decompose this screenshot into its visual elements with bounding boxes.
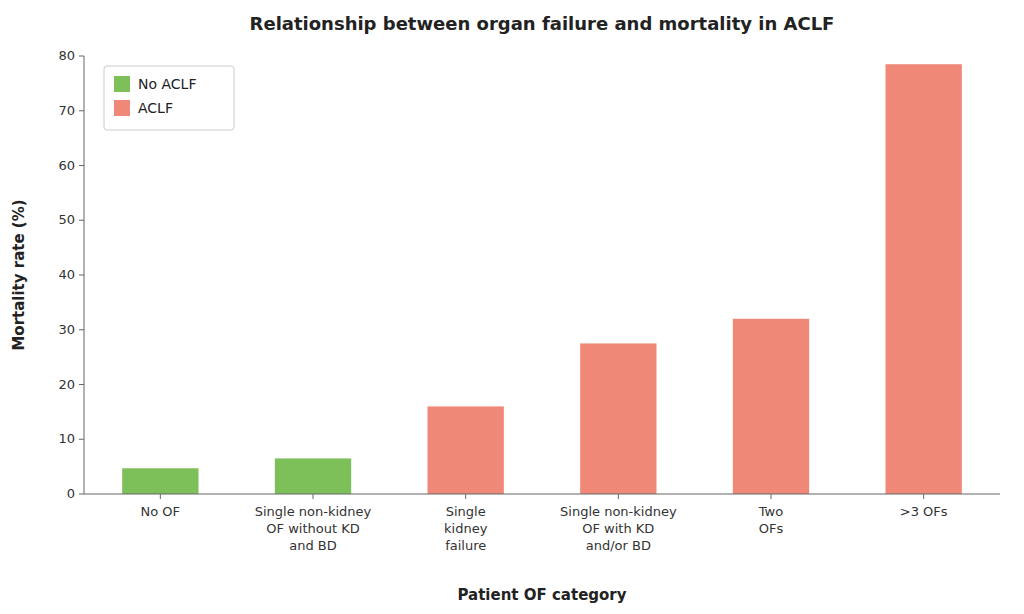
x-tick-label-line: kidney xyxy=(444,521,488,536)
y-tick xyxy=(79,494,84,495)
y-axis: 0 10 20 30 40 50 60 70 80 xyxy=(58,48,84,501)
x-tick-label: Two OFs xyxy=(758,504,784,536)
x-tick-label-line: Single non-kidney xyxy=(560,504,677,519)
x-tick-label-line: OFs xyxy=(759,521,784,536)
x-tick-label-line: OF with KD xyxy=(582,521,654,536)
y-axis-label: Mortality rate (%) xyxy=(10,199,28,350)
y-tick xyxy=(79,439,84,440)
bar xyxy=(428,406,504,494)
y-tick-label: 80 xyxy=(58,48,75,63)
y-tick-label: 60 xyxy=(58,158,75,173)
legend: No ACLF ACLF xyxy=(104,66,234,130)
legend-label: No ACLF xyxy=(138,76,196,92)
y-tick xyxy=(79,275,84,276)
x-tick xyxy=(923,494,924,499)
x-tick-label: Single non-kidney OF without KD and BD xyxy=(255,504,372,553)
legend-swatch xyxy=(114,76,130,92)
bar xyxy=(275,458,351,494)
y-tick xyxy=(79,56,84,57)
bar xyxy=(122,468,198,494)
x-tick xyxy=(618,494,619,499)
x-tick-label-line: OF without KD xyxy=(266,521,359,536)
y-tick-label: 0 xyxy=(67,486,75,501)
legend-swatch xyxy=(114,100,130,116)
y-tick-label: 10 xyxy=(58,431,75,446)
y-tick-label: 50 xyxy=(58,212,75,227)
legend-label: ACLF xyxy=(138,100,173,116)
x-tick-label-line: and BD xyxy=(289,538,337,553)
y-tick-label: 70 xyxy=(58,103,75,118)
title: Relationship between organ failure and m… xyxy=(250,13,835,34)
y-tick xyxy=(79,384,84,385)
x-tick xyxy=(465,494,466,499)
x-tick-label-line: Single xyxy=(446,504,486,519)
x-tick-label: Single non-kidney OF with KD and/or BD xyxy=(560,504,677,553)
y-tick xyxy=(79,329,84,330)
x-tick-label: Single kidney failure xyxy=(444,504,488,553)
x-tick-label-line: Two xyxy=(758,504,783,519)
x-tick-label-line: failure xyxy=(445,538,486,553)
y-tick-label: 20 xyxy=(58,377,75,392)
x-tick xyxy=(313,494,314,499)
x-tick-label: No OF xyxy=(141,504,181,519)
bar xyxy=(733,319,809,494)
y-tick xyxy=(79,220,84,221)
bar xyxy=(886,64,962,494)
x-tick xyxy=(160,494,161,499)
x-axis-label: Patient OF category xyxy=(457,586,626,604)
x-tick xyxy=(771,494,772,499)
bars xyxy=(122,64,962,494)
x-tick-label: >3 OFs xyxy=(900,504,948,519)
x-axis: No OF Single non-kidney OF without KD and B… xyxy=(84,494,1000,553)
x-tick-label-line: and/or BD xyxy=(586,538,651,553)
x-tick-label-line: >3 OFs xyxy=(900,504,948,519)
y-tick xyxy=(79,165,84,166)
chart: Relationship between organ failure and m… xyxy=(0,0,1024,614)
legend-box xyxy=(104,66,234,130)
y-tick xyxy=(79,110,84,111)
y-axis-line xyxy=(84,56,85,494)
x-tick-label-line: Single non-kidney xyxy=(255,504,372,519)
y-tick-label: 40 xyxy=(58,267,75,282)
y-tick-label: 30 xyxy=(58,322,75,337)
x-axis-line xyxy=(84,494,1000,495)
x-tick-label-line: No OF xyxy=(141,504,181,519)
bar xyxy=(580,343,656,494)
